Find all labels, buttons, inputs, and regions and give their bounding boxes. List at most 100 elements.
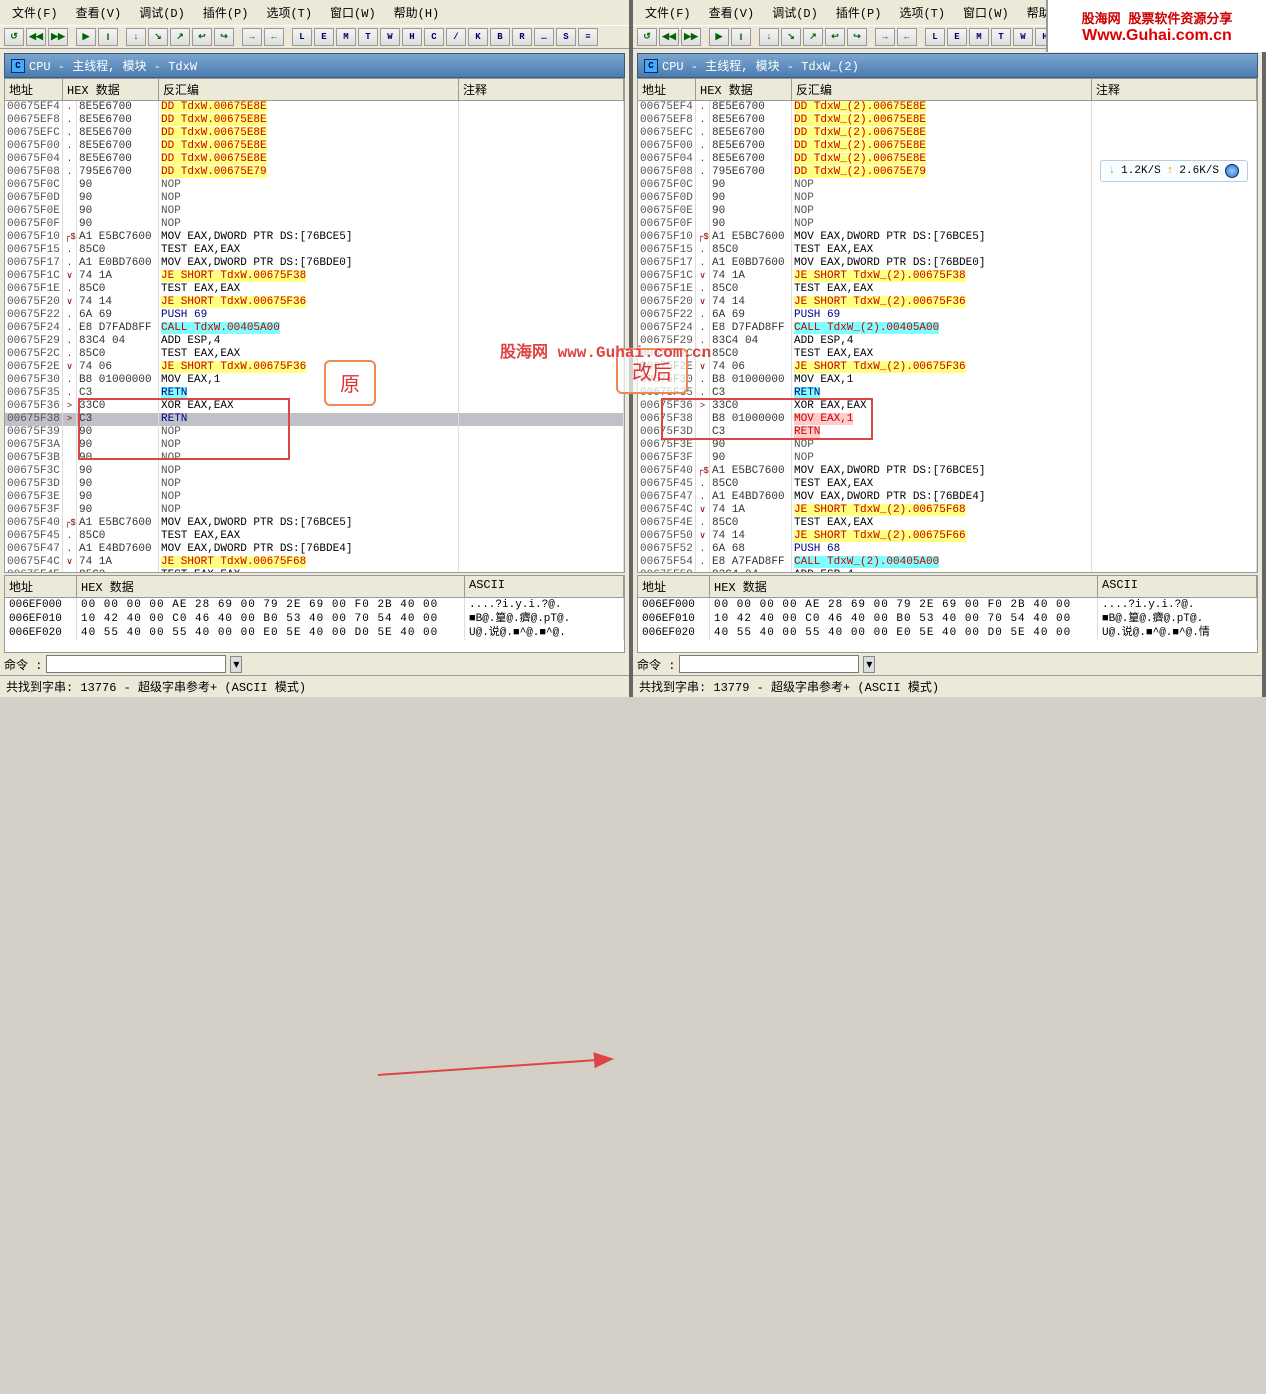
disasm-row[interactable]: 00675F15.85C0TEST EAX,EAX <box>638 244 1257 257</box>
toolbar-button[interactable]: B <box>490 28 510 46</box>
disasm-row[interactable]: 00675F29.83C4 04ADD ESP,4 <box>638 335 1257 348</box>
toolbar-button[interactable]: ▶ <box>76 28 96 46</box>
window-titlebar[interactable]: CCPU - 主线程, 模块 - TdxW_(2) <box>637 53 1258 78</box>
toolbar-button[interactable]: L <box>925 28 945 46</box>
disasm-row[interactable]: 00675F40┌$A1 E5BC7600MOV EAX,DWORD PTR D… <box>638 465 1257 478</box>
column-header[interactable]: 注释 <box>459 79 624 100</box>
hex-row[interactable]: 006EF00000 00 00 00 AE 28 69 00 79 2E 69… <box>638 598 1257 612</box>
column-header[interactable]: HEX 数据 <box>63 79 159 100</box>
disasm-row[interactable]: 00675F50∨74 14JE SHORT TdxW_(2).00675F66 <box>638 530 1257 543</box>
menu-item[interactable]: 选项(T) <box>891 2 953 23</box>
disasm-row[interactable]: 00675F45.85C0TEST EAX,EAX <box>638 478 1257 491</box>
toolbar-button[interactable]: T <box>991 28 1011 46</box>
toolbar-button[interactable]: ↩ <box>825 28 845 46</box>
toolbar-button[interactable]: M <box>969 28 989 46</box>
toolbar-button[interactable]: ‖ <box>731 28 751 46</box>
disasm-rows[interactable]: 00675EF4.8E5E6700DD TdxW.00675E8E00675EF… <box>5 101 624 572</box>
disasm-row[interactable]: 00675F2C.85C0TEST EAX,EAX <box>638 348 1257 361</box>
toolbar-button[interactable]: H <box>402 28 422 46</box>
command-input[interactable] <box>46 655 226 673</box>
column-header[interactable]: 地址 <box>638 79 696 100</box>
toolbar-button[interactable]: E <box>314 28 334 46</box>
toolbar-button[interactable]: → <box>875 28 895 46</box>
toolbar-button[interactable]: E <box>947 28 967 46</box>
disasm-row[interactable]: 00675F29.83C4 04ADD ESP,4 <box>5 335 624 348</box>
toolbar-button[interactable]: / <box>446 28 466 46</box>
dropdown-icon[interactable]: ▾ <box>230 656 242 673</box>
column-header[interactable]: 注释 <box>1092 79 1257 100</box>
disasm-row[interactable]: 00675EFC.8E5E6700DD TdxW_(2).00675E8E <box>638 127 1257 140</box>
column-header[interactable]: ASCII <box>465 576 624 597</box>
disasm-row[interactable]: 00675EF4.8E5E6700DD TdxW_(2).00675E8E <box>638 101 1257 114</box>
disasm-row[interactable]: 00675F3990NOP <box>5 426 624 439</box>
disasm-row[interactable]: 00675F0F90NOP <box>638 218 1257 231</box>
toolbar-button[interactable]: ◀◀ <box>659 28 679 46</box>
toolbar-button[interactable]: K <box>468 28 488 46</box>
disasm-row[interactable]: 00675F20∨74 14JE SHORT TdxW_(2).00675F36 <box>638 296 1257 309</box>
column-header[interactable]: ASCII <box>1098 576 1257 597</box>
disasm-row[interactable]: 00675F4C∨74 1AJE SHORT TdxW.00675F68 <box>5 556 624 569</box>
disasm-row[interactable]: 00675F3C90NOP <box>5 465 624 478</box>
disasm-row[interactable]: 00675F47.A1 E4BD7600MOV EAX,DWORD PTR DS… <box>638 491 1257 504</box>
disasm-row[interactable]: 00675F17.A1 E0BD7600MOV EAX,DWORD PTR DS… <box>638 257 1257 270</box>
dropdown-icon[interactable]: ▾ <box>863 656 875 673</box>
column-header[interactable]: 反汇编 <box>792 79 1092 100</box>
hex-row[interactable]: 006EF02040 55 40 00 55 40 00 00 E0 5E 40… <box>638 626 1257 640</box>
disasm-row[interactable]: 00675F38B8 01000000MOV EAX,1 <box>638 413 1257 426</box>
disasm-row[interactable]: 00675F0E90NOP <box>638 205 1257 218</box>
toolbar-button[interactable]: … <box>534 28 554 46</box>
disasm-row[interactable]: 00675F4E.85C0TEST EAX,EAX <box>5 569 624 572</box>
disasm-row[interactable]: 00675F1C∨74 1AJE SHORT TdxW_(2).00675F38 <box>638 270 1257 283</box>
toolbar-button[interactable]: ↗ <box>803 28 823 46</box>
toolbar-button[interactable]: ← <box>897 28 917 46</box>
disasm-row[interactable]: 00675F2E∨74 06JE SHORT TdxW.00675F36 <box>5 361 624 374</box>
toolbar-button[interactable]: ↓ <box>759 28 779 46</box>
disasm-row[interactable]: 00675F08.795E6700DD TdxW.00675E79 <box>5 166 624 179</box>
disasm-row[interactable]: 00675F35.C3RETN <box>638 387 1257 400</box>
toolbar-button[interactable]: ↘ <box>781 28 801 46</box>
disasm-row[interactable]: 00675F1E.85C0TEST EAX,EAX <box>638 283 1257 296</box>
disasm-row[interactable]: 00675F24.E8 D7FAD8FFCALL TdxW.00405A00 <box>5 322 624 335</box>
toolbar-button[interactable]: ‖ <box>98 28 118 46</box>
disasm-row[interactable]: 00675F3D90NOP <box>5 478 624 491</box>
disasm-row[interactable]: 00675EF8.8E5E6700DD TdxW_(2).00675E8E <box>638 114 1257 127</box>
window-titlebar[interactable]: CCPU - 主线程, 模块 - TdxW <box>4 53 625 78</box>
disasm-row[interactable]: 00675F59.83C4 04ADD ESP,4 <box>638 569 1257 572</box>
toolbar-button[interactable]: ↓ <box>126 28 146 46</box>
disasm-row[interactable]: 00675F20∨74 14JE SHORT TdxW.00675F36 <box>5 296 624 309</box>
disasm-row[interactable]: 00675F3F90NOP <box>5 504 624 517</box>
menu-item[interactable]: 插件(P) <box>195 2 257 23</box>
menu-item[interactable]: 选项(T) <box>258 2 320 23</box>
disasm-row[interactable]: 00675F3B90NOP <box>5 452 624 465</box>
disasm-row[interactable]: 00675F0F90NOP <box>5 218 624 231</box>
toolbar-button[interactable]: ↺ <box>637 28 657 46</box>
disasm-row[interactable]: 00675F1C∨74 1AJE SHORT TdxW.00675F38 <box>5 270 624 283</box>
toolbar-button[interactable]: W <box>380 28 400 46</box>
toolbar-button[interactable]: ↺ <box>4 28 24 46</box>
menu-item[interactable]: 帮助(H) <box>386 2 448 23</box>
disasm-row[interactable]: 00675F17.A1 E0BD7600MOV EAX,DWORD PTR DS… <box>5 257 624 270</box>
disasm-row[interactable]: 00675F36>33C0XOR EAX,EAX <box>5 400 624 413</box>
disasm-row[interactable]: 00675EF4.8E5E6700DD TdxW.00675E8E <box>5 101 624 114</box>
disasm-row[interactable]: 00675F15.85C0TEST EAX,EAX <box>5 244 624 257</box>
disasm-row[interactable]: 00675F10┌$A1 E5BC7600MOV EAX,DWORD PTR D… <box>5 231 624 244</box>
disasm-row[interactable]: 00675F3DC3RETN <box>638 426 1257 439</box>
column-header[interactable]: 地址 <box>5 79 63 100</box>
disasm-row[interactable]: 00675EFC.8E5E6700DD TdxW.00675E8E <box>5 127 624 140</box>
toolbar-button[interactable]: ▶▶ <box>681 28 701 46</box>
toolbar-button[interactable]: ↘ <box>148 28 168 46</box>
menu-item[interactable]: 调试(D) <box>131 2 193 23</box>
menu-item[interactable]: 插件(P) <box>828 2 890 23</box>
toolbar-button[interactable]: ▶ <box>709 28 729 46</box>
disasm-row[interactable]: 00675EF8.8E5E6700DD TdxW.00675E8E <box>5 114 624 127</box>
disasm-row[interactable]: 00675F0D90NOP <box>5 192 624 205</box>
disasm-row[interactable]: 00675F36>33C0XOR EAX,EAX <box>638 400 1257 413</box>
hex-rows[interactable]: 006EF00000 00 00 00 AE 28 69 00 79 2E 69… <box>638 598 1257 640</box>
disasm-row[interactable]: 00675F30.B8 01000000MOV EAX,1 <box>5 374 624 387</box>
command-input[interactable] <box>679 655 859 673</box>
disasm-row[interactable]: 00675F22.6A 69PUSH 69 <box>638 309 1257 322</box>
disasm-row[interactable]: 00675F0E90NOP <box>5 205 624 218</box>
disasm-row[interactable]: 00675F10┌$A1 E5BC7600MOV EAX,DWORD PTR D… <box>638 231 1257 244</box>
disasm-row[interactable]: 00675F35.C3RETN <box>5 387 624 400</box>
toolbar-button[interactable]: W <box>1013 28 1033 46</box>
